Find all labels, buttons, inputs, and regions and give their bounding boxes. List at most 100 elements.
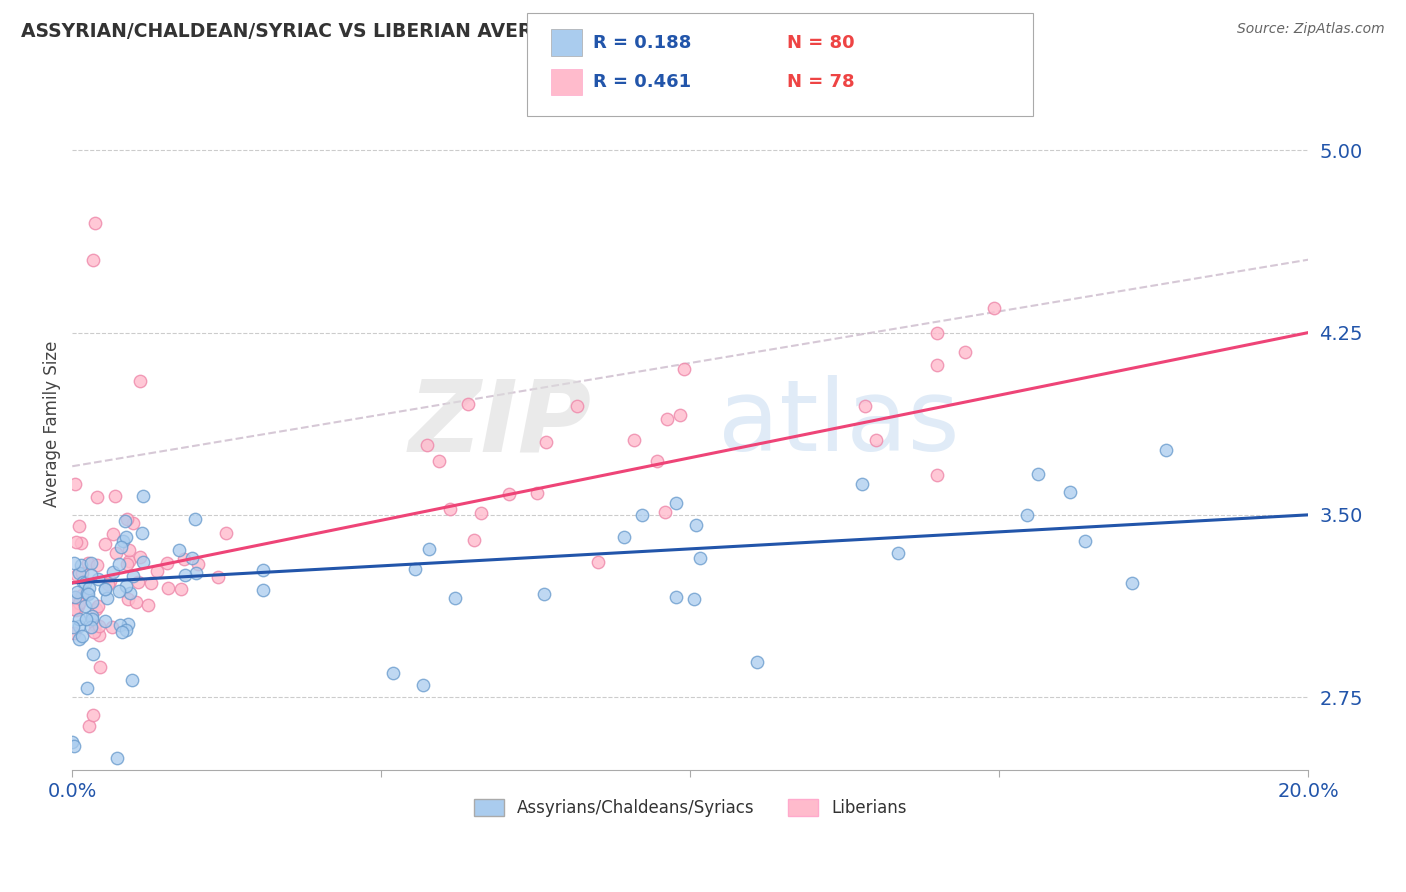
Point [87, 628, 110, 642]
Point [69, 596, 91, 610]
Point [865, 434, 887, 448]
Point [115, 530, 138, 544]
Point [685, 518, 707, 533]
Point [252, 583, 274, 598]
Point [107, 557, 129, 571]
Point [94, 582, 117, 596]
Point [80, 608, 103, 623]
Point [1059, 485, 1081, 500]
Point [1017, 508, 1039, 522]
Y-axis label: Average Family Size: Average Family Size [44, 341, 60, 507]
Point [173, 552, 195, 566]
Point [87, 619, 110, 633]
Point [67, 611, 90, 625]
Point [665, 495, 688, 509]
Point [953, 345, 976, 359]
Point [70, 566, 93, 580]
Point [382, 666, 405, 681]
Point [533, 587, 555, 601]
Point [111, 625, 134, 640]
Point [70, 629, 93, 643]
Point [103, 489, 125, 503]
Point [98, 574, 121, 589]
Point [207, 569, 229, 583]
Point [115, 512, 138, 526]
Point [63, 590, 86, 604]
Point [115, 558, 138, 572]
Point [94, 615, 117, 629]
Point [665, 590, 688, 604]
Point [65, 590, 87, 604]
Point [412, 678, 434, 692]
Point [97, 577, 120, 591]
Point [65, 534, 87, 549]
Point [1026, 467, 1049, 481]
Point [101, 620, 124, 634]
Point [668, 408, 690, 422]
Point [114, 579, 136, 593]
Point [77, 719, 100, 733]
Point [80, 556, 103, 570]
Point [498, 486, 520, 500]
Point [96, 591, 118, 605]
Point [457, 397, 479, 411]
Point [170, 582, 193, 596]
Point [114, 514, 136, 528]
Point [82, 708, 104, 723]
Point [77, 556, 100, 570]
Point [79, 581, 101, 595]
Point [181, 550, 204, 565]
Point [745, 655, 768, 669]
Point [173, 567, 195, 582]
Point [117, 616, 139, 631]
Point [682, 592, 704, 607]
Point [136, 598, 159, 612]
Text: R = 0.461: R = 0.461 [593, 73, 692, 91]
Point [125, 594, 148, 608]
Point [118, 554, 141, 568]
Point [70, 588, 93, 602]
Point [169, 543, 191, 558]
Point [62, 620, 84, 634]
Point [1156, 443, 1178, 458]
Point [66, 585, 89, 599]
Point [86, 558, 108, 572]
Point [128, 549, 150, 564]
Point [65, 602, 87, 616]
Point [111, 534, 134, 549]
Point [80, 612, 103, 626]
Point [75, 612, 97, 626]
Point [418, 541, 440, 556]
Point [77, 587, 100, 601]
Point [145, 564, 167, 578]
Point [63, 739, 86, 754]
Point [87, 572, 110, 586]
Point [108, 584, 131, 599]
Point [129, 374, 152, 388]
Point [886, 546, 908, 560]
Point [67, 619, 90, 633]
Point [439, 502, 461, 516]
Point [157, 581, 180, 595]
Point [689, 550, 711, 565]
Text: Source: ZipAtlas.com: Source: ZipAtlas.com [1237, 22, 1385, 37]
Point [655, 411, 678, 425]
Point [132, 555, 155, 569]
Point [404, 562, 426, 576]
Point [526, 485, 548, 500]
Point [187, 558, 209, 572]
Point [101, 527, 124, 541]
Text: ASSYRIAN/CHALDEAN/SYRIAC VS LIBERIAN AVERAGE FAMILY SIZE CORRELATION CHART: ASSYRIAN/CHALDEAN/SYRIAC VS LIBERIAN AVE… [21, 22, 941, 41]
Point [84, 602, 107, 616]
Point [72, 575, 94, 590]
Point [214, 526, 236, 541]
Point [79, 619, 101, 633]
Point [82, 647, 104, 661]
Point [853, 399, 876, 413]
Point [76, 586, 98, 600]
Point [252, 563, 274, 577]
Point [63, 556, 86, 570]
Point [122, 516, 145, 530]
Point [1121, 575, 1143, 590]
Point [983, 301, 1005, 316]
